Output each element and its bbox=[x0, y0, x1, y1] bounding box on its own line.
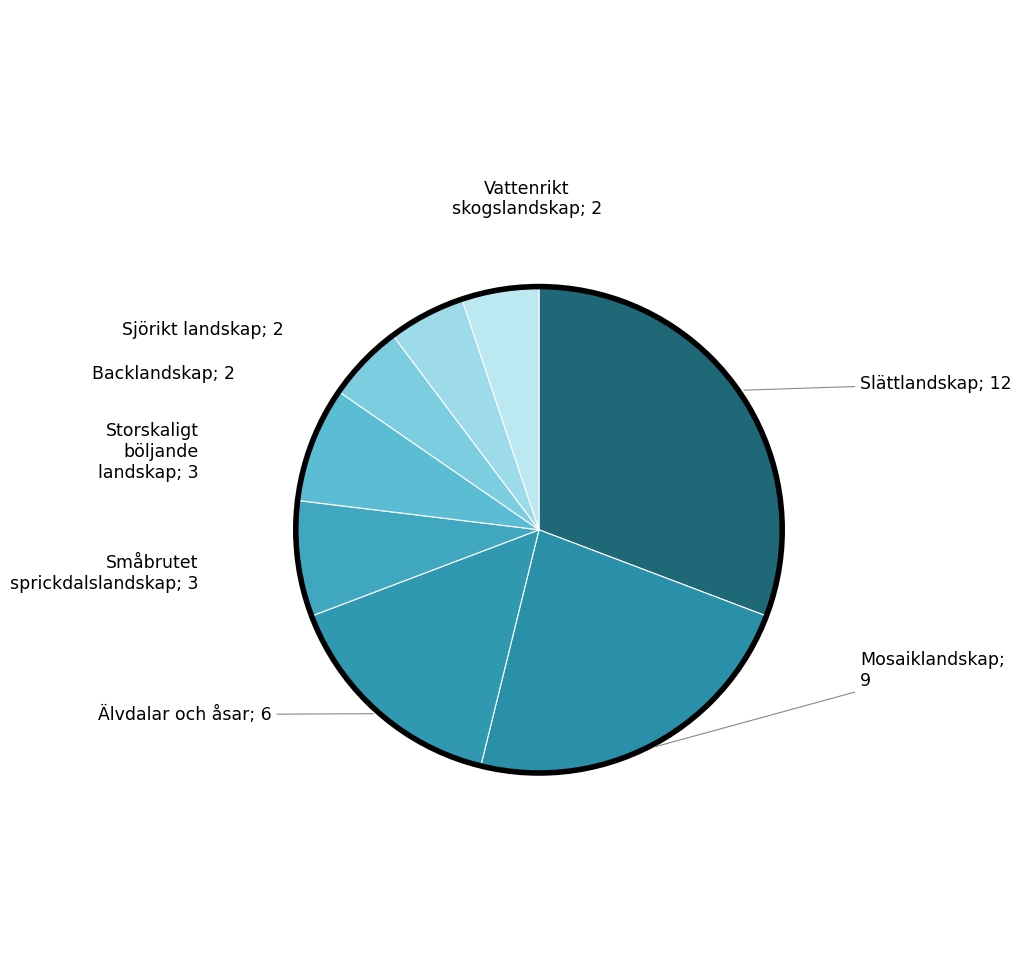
Text: Sjörikt landskap; 2: Sjörikt landskap; 2 bbox=[122, 322, 283, 339]
Text: Mosaiklandskap;
9: Mosaiklandskap; 9 bbox=[656, 651, 1005, 747]
Text: Backlandskap; 2: Backlandskap; 2 bbox=[92, 365, 235, 383]
Text: Älvdalar och åsar; 6: Älvdalar och åsar; 6 bbox=[98, 706, 373, 724]
Wedge shape bbox=[312, 530, 539, 766]
Wedge shape bbox=[298, 392, 539, 530]
Text: Vattenrikt
skogslandskap; 2: Vattenrikt skogslandskap; 2 bbox=[452, 180, 602, 219]
Wedge shape bbox=[539, 286, 783, 616]
Wedge shape bbox=[481, 530, 766, 773]
Text: Storskaligt
böljande
landskap; 3: Storskaligt böljande landskap; 3 bbox=[98, 422, 198, 481]
Wedge shape bbox=[393, 299, 539, 530]
Text: Småbrutet
sprickdalslandskap; 3: Småbrutet sprickdalslandskap; 3 bbox=[10, 554, 198, 593]
Wedge shape bbox=[296, 500, 539, 616]
Wedge shape bbox=[462, 286, 539, 530]
Text: Slättlandskap; 12: Slättlandskap; 12 bbox=[744, 375, 1012, 393]
Wedge shape bbox=[339, 335, 539, 530]
